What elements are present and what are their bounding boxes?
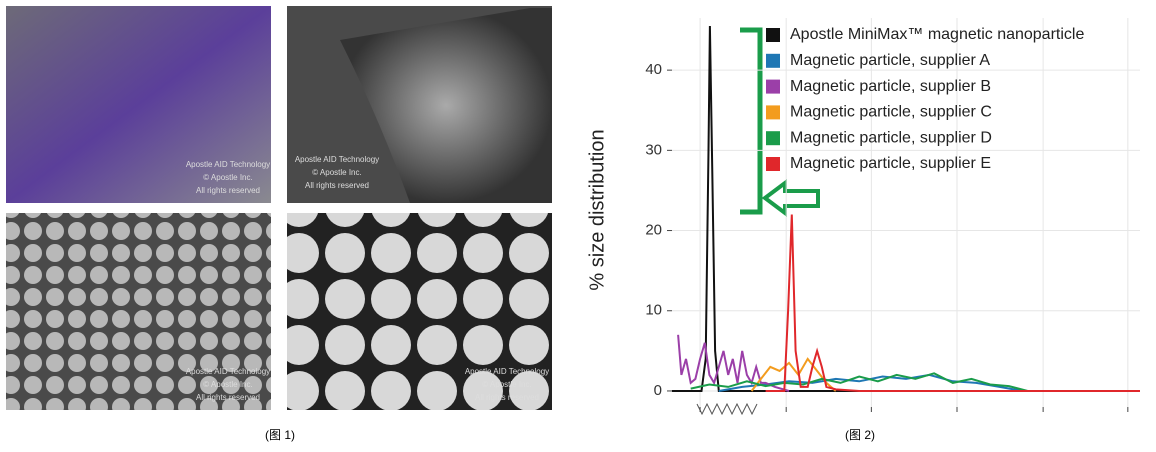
watermark: All rights reserved bbox=[305, 181, 369, 190]
axis-break bbox=[696, 402, 758, 416]
photo bbox=[6, 6, 271, 203]
line-series bbox=[750, 357, 837, 392]
arrow bbox=[761, 179, 820, 217]
line-series bbox=[677, 334, 790, 392]
y-tick-label: 40 bbox=[645, 61, 662, 78]
watermark: Apostle AID Technology bbox=[295, 155, 379, 164]
legend-swatch bbox=[766, 157, 780, 171]
y-tick-label: 30 bbox=[645, 141, 662, 158]
legend-swatch bbox=[766, 131, 780, 146]
watermark: Apostle AID Technology bbox=[465, 367, 549, 376]
legend-swatch bbox=[766, 105, 780, 120]
watermark: © Apostle Inc. bbox=[203, 380, 252, 389]
legend-label: Magnetic particle, supplier A bbox=[790, 52, 990, 69]
legend-label: Magnetic particle, supplier E bbox=[790, 155, 991, 172]
watermark: All rights reserved bbox=[196, 186, 260, 195]
y-tick-label: 10 bbox=[645, 302, 662, 319]
watermark: © Apostle Inc. bbox=[482, 380, 531, 389]
legend-swatch bbox=[766, 28, 780, 42]
line-series bbox=[765, 214, 1140, 392]
caption: (图 2) bbox=[845, 428, 875, 442]
y-axis-label: % size distribution bbox=[586, 129, 608, 290]
bracket bbox=[740, 27, 763, 215]
watermark: All rights reserved bbox=[196, 393, 260, 402]
photo bbox=[6, 213, 271, 410]
y-tick-label: 20 bbox=[645, 222, 662, 239]
watermark: All rights reserved bbox=[475, 393, 539, 402]
legend-label: Magnetic particle, supplier C bbox=[790, 104, 992, 121]
y-tick-label: 0 bbox=[654, 382, 662, 399]
watermark: Apostle AID Technology bbox=[186, 367, 270, 376]
watermark: © Apostle Inc. bbox=[203, 173, 252, 182]
legend-swatch bbox=[766, 79, 780, 94]
legend-label: Apostle MiniMax™ magnetic nanoparticle bbox=[790, 26, 1084, 43]
photo bbox=[287, 213, 552, 410]
watermark: © Apostle Inc. bbox=[312, 168, 361, 177]
legend-label: Magnetic particle, supplier B bbox=[790, 78, 991, 95]
caption: (图 1) bbox=[265, 428, 295, 442]
legend-label: Magnetic particle, supplier D bbox=[790, 129, 992, 146]
line-series bbox=[690, 372, 1028, 392]
legend-swatch bbox=[766, 53, 780, 68]
watermark: Apostle AID Technology bbox=[186, 160, 270, 169]
photo-detail bbox=[340, 8, 552, 203]
